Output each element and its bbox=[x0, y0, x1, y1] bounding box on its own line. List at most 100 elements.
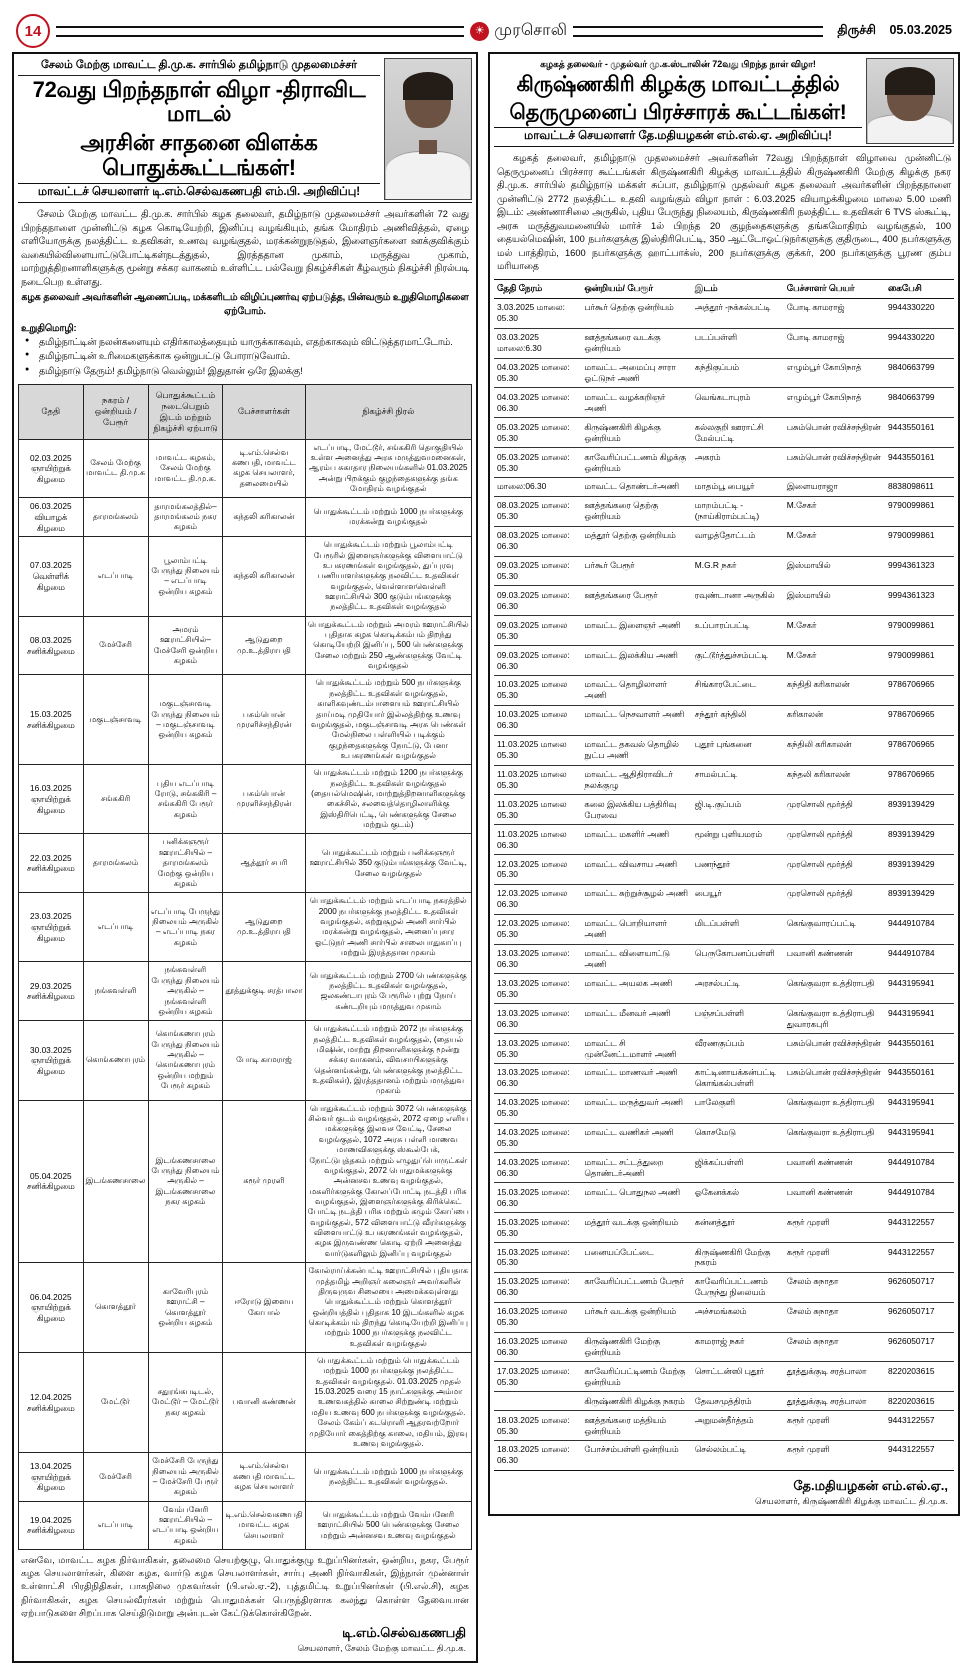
right-body-paragraph: கழகத் தலைவர், தமிழ்நாடு முதலமைச்சர் அவர்… bbox=[497, 153, 951, 272]
cell-union: மாவட்ட மீனவர் அணி bbox=[581, 1003, 692, 1035]
cell-union: மாவட்ட தொண்டர்அணி bbox=[581, 477, 692, 497]
table-row: 12.04.2025 சனிக்கிழமை மேட்டூர் சதுரங்கபடிட… bbox=[18, 1352, 473, 1454]
cell-datetime: 10.03.2025 மாலை 05.30 bbox=[494, 675, 582, 706]
cell-town: மேச்சேரி bbox=[82, 1452, 149, 1502]
cell-phone: 9944330220 bbox=[884, 328, 954, 359]
cell-datetime: 12.03.2025 மாலை 06.30 bbox=[494, 884, 582, 915]
cell-datetime: 16.03.2025 மாலை 06.30 bbox=[494, 1332, 582, 1363]
cell-datetime: 14.03.2025 மாலை: 05.30 bbox=[494, 1093, 582, 1124]
cell-date: 07.03.2025 வெள்ளிக் கிழமை bbox=[18, 536, 84, 617]
cell-speaker: கந்திலி கரிகாலன் bbox=[783, 735, 885, 766]
cell-place: வீரணகுப்பம் bbox=[691, 1033, 784, 1064]
left-article-body: சேலம் மேற்கு மாவட்ட தி.மு.க. சார்பில் கழ… bbox=[18, 203, 472, 383]
newspaper-page: 14 ☀ முரசொலி திருச்சி 05.03.2025 சேலம் ம… bbox=[0, 0, 972, 1500]
cell-union: மாவட்ட பொறியாளர் அணி bbox=[581, 914, 692, 945]
cell-town: சேலம் மேற்கு மாவட்ட தி.மு.க bbox=[82, 438, 149, 499]
right-byline: மாவட்டச் செயலாளர் தே.மதியழகன் எம்.எல்.ஏ.… bbox=[494, 127, 862, 144]
cell-union: மத்தூர் வடக்கு ஒன்றியம் bbox=[581, 1212, 692, 1243]
cell-program: பொதுக்கூட்டம் மற்றும் 1000 நபர்களுக்கு ந… bbox=[304, 1452, 473, 1502]
cell-union: மாவட்ட வணிகர் அணி bbox=[581, 1123, 692, 1154]
cell-speakers: பசும்பொன் முரளிச்சந்திரன் bbox=[222, 764, 306, 835]
cell-datetime: 09.03.2025 மாலை: 06.30 bbox=[494, 645, 582, 676]
table-row: 06.03.2025 வியாழக் கிழமை தாரமங்கலம் தாரமங்… bbox=[18, 497, 473, 538]
cell-phone: 9443195941 bbox=[884, 1123, 954, 1154]
cell-place: வாழத்தோட்டம் bbox=[691, 526, 784, 557]
table-row: 04.03.2025 மாலை: 05.30 மாவட்ட அமைப்பு சார… bbox=[494, 358, 954, 389]
cell-date: 13.04.2025 ஞாயிற்றுக் கிழமை bbox=[18, 1452, 84, 1502]
right-footer-block: தே.மதியழகன் எம்.எல்.ஏ., செயலாளர், கிருஷ்… bbox=[494, 1469, 954, 1510]
cell-place: மாதம்பூ பையூர் bbox=[691, 477, 784, 497]
cell-place: ஜிக்கப்பள்ளி bbox=[691, 1152, 784, 1184]
list-item: தமிழ்நாட்டின் நலன்களையும் எதிர்காலத்தையு… bbox=[25, 336, 469, 349]
cell-venue: அமரம் ஊராட்சியில்– மேச்சேரி ஒன்றிய கழகம் bbox=[147, 615, 224, 676]
cell-town: சங்ககிரி bbox=[82, 764, 149, 835]
cell-date: 16.03.2025 ஞாயிற்றுக் கிழமை bbox=[18, 764, 84, 835]
cell-datetime: 09.03.2025 மாலை 05.30 bbox=[494, 615, 582, 647]
cell-program: எடப்பாடி, மேட்டூர், சங்ககிரி தொகுதியில் … bbox=[304, 438, 473, 499]
cell-phone: 9786706965 bbox=[884, 675, 954, 706]
right-article-body: கழகத் தலைவர், தமிழ்நாடு முதலமைச்சர் அவர்… bbox=[494, 147, 954, 278]
left-article-header: சேலம் மேற்கு மாவட்ட தி.மு.க. சார்பில் தம… bbox=[18, 58, 472, 204]
cell-town: இடங்கணசாலை bbox=[82, 1099, 149, 1264]
right-article: கழகத் தலைவர் - முதல்வர் மு.க.ஸ்டாலின் 72… bbox=[488, 52, 960, 1516]
list-item: தமிழ்நாட்டின் உரிமைகளுக்காக ஒன்றுபட்டு ப… bbox=[25, 350, 469, 363]
table-row: 08.03.2025 மாலை: 05.30 ஊத்தங்கரை தெற்கு ஒ… bbox=[494, 496, 954, 527]
cell-place: சாமல்பட்டி bbox=[691, 765, 784, 796]
col-header-speakers: பேச்சாளர்கள் bbox=[222, 383, 306, 440]
cell-union: மாவட்ட பொதுநல அணி bbox=[581, 1182, 692, 1214]
cell-date: 05.04.2025 சனிக்கிழமை bbox=[18, 1099, 84, 1264]
cell-venue: எடப்பாடி பேருந்து நிலையம் அருகில் – எடப்… bbox=[147, 892, 224, 963]
cell-program: பொதுக்கூட்டம் மற்றும் பனிக்கஞரூர் ஊராட்ச… bbox=[304, 833, 473, 894]
cell-union: மாவட்ட விவசாய அணி bbox=[581, 854, 692, 885]
cell-town: தாரமங்கலம் bbox=[82, 833, 149, 894]
table-row: மாலை:06.30 மாவட்ட தொண்டர்அணி மாதம்பூ பையூர… bbox=[494, 477, 954, 497]
col-header-phone: கைபேசி bbox=[884, 278, 954, 299]
cell-datetime: 03.03.2025 மாலை:6.30 bbox=[494, 328, 582, 359]
table-row: 13.03.2025 மாலை: 06.30 மாவட்ட மீனவர் அணி ப… bbox=[494, 1003, 954, 1035]
cell-place: ரவுண்டானா அருகில் bbox=[691, 585, 784, 617]
cell-speakers: ஆத்தூர் சபரி bbox=[222, 833, 306, 894]
cell-venue: சதுரங்கபடிடல், மேட்டூர் – மேட்டூர் நகர க… bbox=[147, 1352, 224, 1454]
cell-union: காவேரிப்பட்டணம் பேரூர் bbox=[581, 1272, 692, 1303]
table-row: 18.03.2025 மாலை: 05.30 ஊத்தங்கரை மத்தியம்… bbox=[494, 1410, 954, 1441]
cell-phone: 9443195941 bbox=[884, 973, 954, 1005]
right-kicker: கழகத் தலைவர் - முதல்வர் மு.க.ஸ்டாலின் 72… bbox=[540, 59, 816, 69]
table-row: 11.03.2025 மாலை 06.30 மாவட்ட மகளிர் அணி மூ… bbox=[494, 824, 954, 856]
cell-program: பொதுக்கூட்டம் மற்றும் 2700 பெண்களுக்கு ந… bbox=[304, 961, 473, 1022]
cell-datetime: 14.03.2025 மாலை: 05.30 bbox=[494, 1123, 582, 1154]
table-row: 18.03.2025 மாலை: 06.30 போச்சம்பள்ளி ஒன்றி… bbox=[494, 1440, 954, 1469]
cell-venue: கொங்கணாபுரம் பேருந்து நிலையம் அருகில் – … bbox=[147, 1020, 224, 1101]
cell-speaker: முரசொலி மூர்த்தி bbox=[783, 884, 885, 915]
cell-place: சந்தூர் கந்திலி bbox=[691, 705, 784, 736]
table-row: 22.03.2025 சனிக்கிழமை தாரமங்கலம் பனிக்கஞரூ… bbox=[18, 833, 473, 894]
cell-union: மாவட்ட அமைப்பு சாரா ஓட்டுநர் அணி bbox=[581, 358, 692, 389]
cell-place: செல்லம்பட்டி bbox=[694, 1444, 747, 1455]
table-row: 15.03.2025 மாலை: 05.30 மத்தூர் வடக்கு ஒன்… bbox=[494, 1212, 954, 1243]
cell-program: பொதுக்கூட்டம் மற்றும் 1200 நபர்களுக்கு ந… bbox=[304, 764, 473, 835]
cell-venue: புதிய எடப்பாடி ரோடு, சங்ககிரி – சங்ககிரி… bbox=[147, 764, 224, 835]
left-pledge-list: தமிழ்நாட்டின் நலன்களையும் எதிர்காலத்தையு… bbox=[21, 336, 469, 380]
cell-datetime: 12.03.2025 மாலை 05.30 bbox=[494, 854, 582, 885]
cell-datetime: 3.03.2025 மாலை: 05.30 bbox=[494, 298, 582, 329]
cell-phone: 9786706965 bbox=[884, 705, 954, 736]
cell-speakers: டி.எம்.செல்வ கணபதி மாவட்ட கழக செயலாளர் bbox=[222, 1452, 306, 1502]
cell-union: மத்தூர் தெற்கு ஒன்றியம் bbox=[581, 526, 692, 557]
cell-speakers: டி.எம்.செல்வ கணபதி, மாவட்ட கழக செயலாளர்,… bbox=[222, 438, 306, 499]
cell-place: மிடப்பள்ளி bbox=[691, 914, 784, 945]
cell-place: பையூர் bbox=[691, 884, 784, 915]
cell-union: மாவட்ட நெசவாளர் அணி bbox=[581, 705, 692, 736]
cell-phone: 9840663799 bbox=[884, 358, 954, 389]
cell-place: M.G.R நகர் bbox=[691, 556, 784, 587]
cell-venue: மகுடஞ்சாவடி பேருந்து நிலையம் – மகுடஞ்சாவ… bbox=[147, 674, 224, 766]
cell-datetime: 15.03.2025 மாலை: 05.30 bbox=[494, 1242, 582, 1273]
cell-place: மூன்று புளியமரம் bbox=[691, 824, 784, 856]
cell-place: அகரம் bbox=[691, 447, 784, 478]
cell-union: மாவட்ட சட்டத்துறை தொண்டர்அணி bbox=[581, 1152, 692, 1184]
cell-speaker: கெங்குவரா உத்திராபதி bbox=[783, 1123, 885, 1154]
cell-date: 19.04.2025 சனிக்கிழமை bbox=[18, 1500, 84, 1551]
cell-datetime: 13.03.2025 மாலை: 05.30 bbox=[494, 973, 582, 1005]
cell-datetime: 18.03.2025 மாலை: 05.30 bbox=[494, 1410, 582, 1441]
table-row: 14.03.2025 மாலை: 05.30 மாவட்ட மருத்துவர் … bbox=[494, 1093, 954, 1124]
cell-place: ஜி.டி.குப்பம் bbox=[691, 794, 784, 826]
photo-hair bbox=[403, 71, 453, 100]
